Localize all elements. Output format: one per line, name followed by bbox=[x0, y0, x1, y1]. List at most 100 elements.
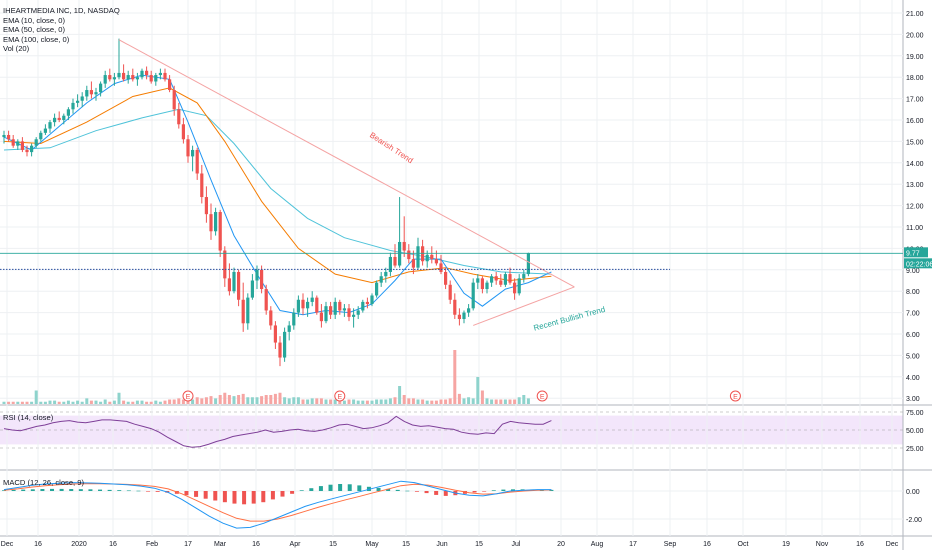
candle-body bbox=[108, 75, 112, 80]
volume-bar bbox=[398, 386, 402, 404]
volume-bar bbox=[66, 400, 70, 404]
volume-legend[interactable]: Vol (20) bbox=[3, 44, 30, 53]
candle-body bbox=[177, 109, 181, 125]
volume-bar bbox=[232, 396, 236, 404]
volume-bar bbox=[241, 393, 245, 404]
candle-body bbox=[80, 96, 84, 101]
x-tick-label: 17 bbox=[629, 541, 637, 548]
candle-body bbox=[434, 259, 438, 264]
y-tick-label: 6.00 bbox=[906, 332, 920, 339]
candle-body bbox=[103, 75, 107, 84]
symbol-label[interactable]: IHEARTMEDIA INC, 1D, NASDAQ bbox=[3, 6, 120, 15]
x-tick-label: Nov bbox=[816, 541, 829, 548]
candle-body bbox=[444, 271, 448, 285]
volume-bar bbox=[191, 399, 195, 404]
rsi-line bbox=[3, 415, 552, 448]
ema10-line bbox=[3, 74, 552, 316]
macd-histogram-bar bbox=[136, 490, 141, 492]
volume-bar bbox=[306, 399, 310, 404]
candle-body bbox=[145, 70, 149, 76]
volume-bar bbox=[338, 399, 342, 404]
volume-bar bbox=[172, 399, 176, 404]
volume-bar bbox=[200, 398, 204, 404]
macd-histogram-bar bbox=[443, 491, 448, 496]
macd-histogram-bar bbox=[59, 488, 64, 491]
volume-bar bbox=[375, 399, 379, 404]
volume-bar bbox=[499, 399, 503, 404]
macd-histogram-bar bbox=[280, 491, 285, 497]
macd-histogram-bar bbox=[155, 491, 160, 492]
volume-bar bbox=[39, 401, 43, 404]
macd-histogram-bar bbox=[251, 491, 256, 504]
macd-histogram-bar bbox=[318, 486, 323, 491]
macd-signal-line bbox=[3, 483, 552, 522]
candle-body bbox=[227, 278, 231, 292]
volume-bar bbox=[457, 393, 461, 404]
candle-body bbox=[499, 280, 503, 285]
ema100-legend[interactable]: EMA (100, close, 0) bbox=[3, 34, 70, 44]
volume-bar bbox=[278, 392, 282, 404]
candle-body bbox=[89, 90, 93, 95]
candle-body bbox=[342, 308, 346, 311]
macd-legend[interactable]: MACD (12, 26, close, 9) bbox=[3, 478, 85, 487]
macd-histogram-bar bbox=[50, 488, 55, 491]
candle-body bbox=[168, 79, 172, 91]
volume-bar bbox=[76, 400, 80, 404]
candle-body bbox=[306, 301, 310, 309]
macd-histogram-bar bbox=[491, 490, 496, 491]
ema50-legend[interactable]: EMA (50, close, 0) bbox=[3, 25, 66, 34]
x-tick-label: 15 bbox=[475, 541, 483, 548]
y-tick-label: 17.00 bbox=[906, 97, 924, 104]
volume-bar bbox=[89, 400, 93, 404]
candle-body bbox=[30, 145, 34, 153]
candle-body bbox=[283, 331, 287, 358]
candle-body bbox=[149, 75, 153, 82]
x-tick-label: 16 bbox=[703, 541, 711, 548]
volume-bar bbox=[48, 400, 52, 404]
volume-bar bbox=[11, 401, 15, 404]
earnings-marker-label: E bbox=[337, 394, 342, 401]
x-tick-label: Apr bbox=[290, 541, 302, 548]
x-tick-label: 20 bbox=[557, 541, 565, 548]
candle-body bbox=[218, 212, 222, 251]
candle-body bbox=[250, 280, 254, 298]
macd-histogram-bar bbox=[434, 491, 439, 495]
y-tick-label: 14.00 bbox=[906, 161, 924, 168]
candle-body bbox=[154, 75, 158, 82]
candle-body bbox=[135, 77, 139, 80]
last-price-value: 9.77 bbox=[906, 250, 920, 257]
volume-bar bbox=[517, 397, 521, 404]
volume-bar bbox=[379, 399, 383, 404]
x-tick-label: Oct bbox=[738, 541, 749, 548]
volume-bar bbox=[352, 399, 356, 404]
macd-histogram-bar bbox=[146, 491, 151, 492]
macd-histogram-bar bbox=[222, 491, 227, 503]
macd-histogram-bar bbox=[414, 491, 419, 492]
macd-histogram-bar bbox=[40, 489, 45, 491]
candle-body bbox=[163, 72, 167, 80]
volume-bar bbox=[453, 350, 457, 404]
volume-bar bbox=[425, 400, 429, 404]
ema10-legend[interactable]: EMA (10, close, 0) bbox=[3, 15, 66, 25]
volume-bar bbox=[301, 399, 305, 404]
macd-histogram-bar bbox=[328, 484, 333, 491]
x-tick-label: 16 bbox=[856, 541, 864, 548]
volume-bar bbox=[329, 399, 333, 404]
macd-histogram-bar bbox=[88, 489, 93, 491]
candle-body bbox=[416, 246, 420, 268]
x-tick-label: Jul bbox=[512, 541, 521, 548]
rsi-legend[interactable]: RSI (14, close) bbox=[3, 413, 54, 422]
x-tick-label: Mar bbox=[214, 541, 227, 548]
volume-bar bbox=[361, 400, 365, 404]
volume-bar bbox=[218, 395, 222, 404]
y-tick-label: 8.00 bbox=[906, 289, 920, 296]
candle-body bbox=[214, 212, 218, 232]
candle-body bbox=[517, 278, 521, 294]
candle-body bbox=[241, 299, 245, 324]
plot-background bbox=[0, 0, 903, 536]
candle-body bbox=[462, 312, 466, 320]
candle-body bbox=[204, 197, 208, 215]
candle-body bbox=[361, 301, 365, 311]
